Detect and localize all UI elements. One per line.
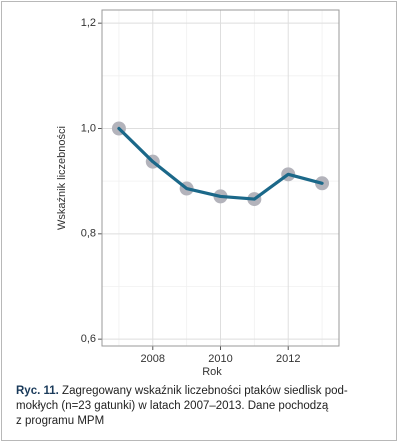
caption-text: Zagregowany wskaźnik liczebności ptaków … (62, 385, 348, 397)
caption-line: Ryc. 11. Zagregowany wskaźnik liczebnośc… (16, 384, 386, 399)
y-tick-label: 0,8 (81, 228, 96, 240)
x-tick-label: 2008 (141, 353, 165, 365)
caption-line: z programu MPM (16, 415, 105, 427)
caption: Ryc. 11. Zagregowany wskaźnik liczebnośc… (16, 384, 386, 429)
caption-label: Ryc. 11. (16, 385, 59, 397)
data-line (117, 126, 324, 201)
plot-border (101, 9, 340, 347)
caption-line: mokłych (n=23 gatunki) w latach 2007–201… (16, 400, 329, 412)
x-axis-label: Rok (202, 366, 222, 378)
x-tick-label: 2010 (208, 353, 232, 365)
y-tick-label: 1,2 (81, 17, 96, 29)
y-axis-label: Wskaźnik liczebności (56, 126, 68, 230)
y-tick-label: 1,0 (81, 122, 96, 134)
chart: Rok Wskaźnik liczebności 0,6 0,8 1,0 1,2 200… (56, 9, 340, 378)
y-tick-label: 0,6 (81, 333, 96, 345)
x-tick-label: 2012 (276, 353, 300, 365)
